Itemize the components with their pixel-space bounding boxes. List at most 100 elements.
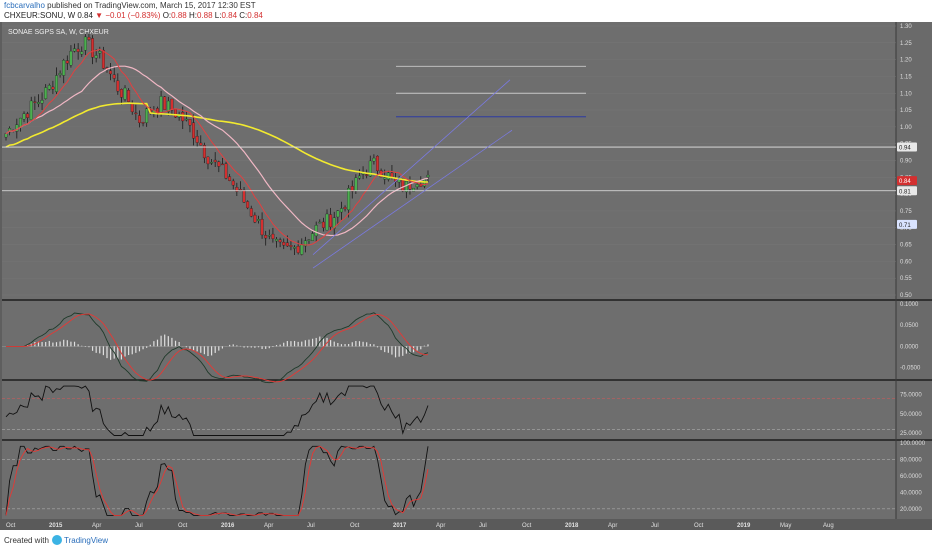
candle-body	[354, 177, 358, 191]
stoch-tick-label: 100.0000	[900, 441, 926, 447]
candle-body	[40, 100, 44, 104]
x-tick-label: Oct	[350, 523, 360, 529]
rsi-tick-label: 25.0000	[900, 431, 922, 437]
candle-body	[195, 136, 199, 143]
price-axis-tag-label: 0.94	[899, 146, 911, 152]
candle-body	[217, 161, 221, 167]
candle-body	[332, 217, 336, 229]
price-axis-2	[896, 381, 932, 439]
price-axis-tag-label: 0.81	[899, 189, 911, 195]
candle-body	[336, 210, 340, 218]
macd-signal-line	[6, 313, 428, 383]
candle-body	[343, 207, 347, 210]
candle-body	[267, 235, 271, 237]
close-label: C:	[239, 11, 248, 20]
candle-body	[419, 184, 423, 187]
candle-body	[94, 55, 98, 59]
x-tick-label: Oct	[694, 523, 704, 529]
x-tick-label: Jul	[479, 523, 487, 529]
chart-svg[interactable]: 1.301.251.201.151.101.051.000.950.900.85…	[0, 22, 932, 530]
candle-body	[202, 145, 206, 159]
candle-body	[383, 177, 387, 180]
candle-body	[311, 233, 315, 241]
x-tick-label: Oct	[522, 523, 532, 529]
tradingview-brand-link[interactable]: TradingView	[64, 536, 109, 545]
macd-tick-label: 0.0500	[900, 323, 919, 329]
time-axis	[0, 519, 932, 530]
x-tick-label: Jul	[651, 523, 659, 529]
symbol-label: CHXEUR:SONU, W	[4, 11, 76, 20]
candle-body	[224, 163, 228, 179]
candle-body	[98, 51, 102, 54]
candle-body	[141, 122, 145, 124]
candle-body	[83, 36, 87, 51]
candle-body	[231, 180, 235, 186]
candle-body	[8, 128, 12, 133]
candle-body	[368, 160, 372, 177]
footer-bar: Created with TradingView	[0, 532, 932, 550]
ema-pink-line	[5, 65, 429, 237]
x-tick-label: Oct	[6, 523, 16, 529]
candle-body	[307, 239, 311, 241]
trend-channel-upper	[312, 79, 511, 255]
created-with-text: Created with	[4, 536, 49, 545]
author-link[interactable]: fcbcarvalho	[4, 1, 45, 10]
x-tick-label: 2016	[221, 523, 235, 529]
close-value: 0.84	[247, 11, 263, 20]
x-tick-label: Apr	[264, 523, 273, 529]
ema-red-line	[5, 48, 429, 246]
x-tick-label: May	[780, 523, 791, 529]
candle-body	[260, 219, 264, 236]
candle-body	[318, 221, 322, 224]
candle-body	[166, 100, 170, 112]
low-label: L:	[214, 11, 222, 20]
candle-body	[372, 157, 376, 162]
x-tick-label: Apr	[436, 523, 445, 529]
price-change: ▼ −0.01 (−0.83%)	[95, 11, 161, 20]
candle-body	[415, 184, 419, 188]
candle-body	[101, 49, 105, 69]
candle-body	[228, 176, 232, 181]
x-tick-label: Aug	[823, 523, 834, 529]
candle-body	[242, 189, 246, 203]
candle-body	[116, 80, 120, 92]
candle-body	[33, 101, 37, 103]
stoch-tick-label: 60.0000	[900, 474, 922, 480]
last-price: 0.84	[77, 11, 93, 20]
published-text: published on TradingView.com, March 15, …	[47, 1, 256, 10]
candle-body	[174, 109, 177, 118]
candle-body	[296, 246, 300, 253]
candle-body	[253, 214, 257, 223]
candle-body	[138, 115, 141, 123]
candle-body	[184, 118, 188, 121]
candle-body	[350, 186, 354, 192]
low-value: 0.84	[221, 11, 238, 20]
candle-body	[91, 38, 95, 58]
header-bar: fcbcarvalho published on TradingView.com…	[0, 0, 932, 22]
candle-body	[159, 96, 163, 113]
candle-body	[199, 142, 203, 146]
y-tick-label: 1.25	[900, 41, 912, 47]
x-tick-label: Oct	[178, 523, 188, 529]
x-tick-label: Jul	[135, 523, 143, 529]
panel-bg-1	[2, 301, 896, 379]
high-value: 0.88	[196, 11, 213, 20]
candle-body	[426, 174, 430, 178]
candle-body	[181, 112, 185, 122]
x-tick-label: 2019	[737, 523, 751, 529]
candle-body	[293, 246, 296, 249]
chart-area[interactable]: 1.301.251.201.151.101.051.000.950.900.85…	[0, 22, 932, 530]
candle-body	[44, 87, 48, 99]
price-axis-3	[896, 441, 932, 519]
price-axis-tag	[897, 176, 917, 186]
y-tick-label: 1.15	[900, 74, 912, 80]
candle-body	[275, 238, 278, 242]
candle-body	[238, 189, 242, 191]
candle-body	[401, 178, 405, 192]
candle-body	[365, 174, 369, 176]
stoch-tick-label: 40.0000	[900, 490, 922, 496]
candle-body	[58, 73, 62, 76]
y-tick-label: 0.60	[900, 259, 912, 265]
candle-body	[257, 219, 260, 221]
open-value: 0.88	[171, 11, 187, 20]
